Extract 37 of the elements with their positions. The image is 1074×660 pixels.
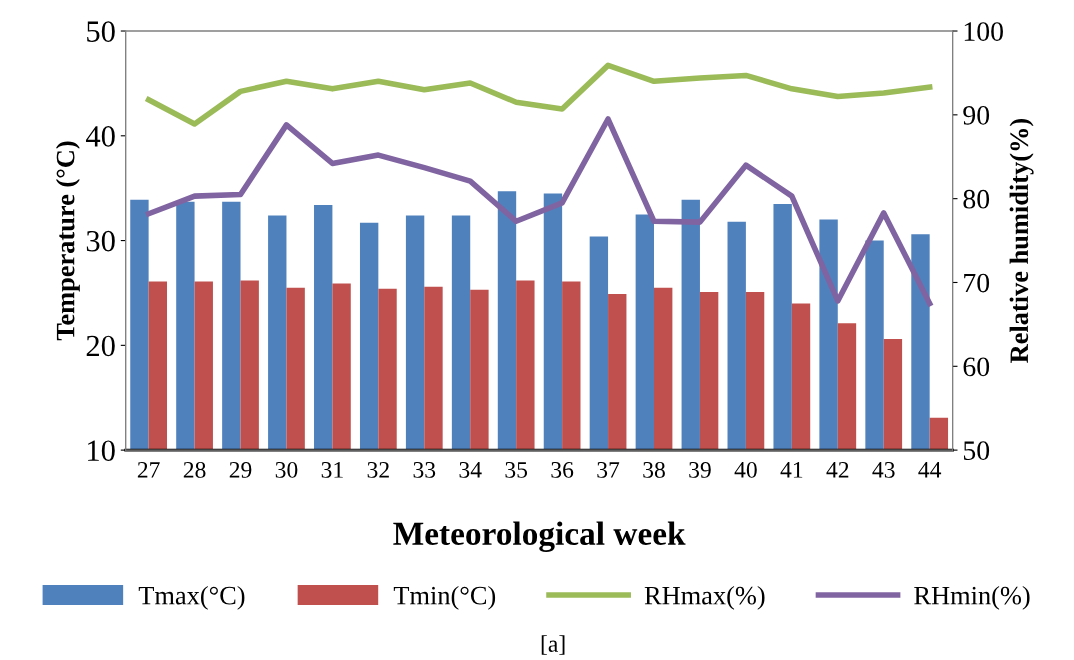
x-tick-label: 44 <box>918 462 942 478</box>
x-tick-label: 37 <box>597 461 620 478</box>
x-tick-label: 32 <box>367 461 389 478</box>
y-axis-title: Temperature (°C) <box>55 141 80 341</box>
x-tick-label: 39 <box>689 461 711 478</box>
x-tick-label: 30 <box>275 461 298 478</box>
x-tick-label: 28 <box>183 461 206 478</box>
y-tick-label: 10 <box>88 440 115 462</box>
y-tick-label: 30 <box>86 230 115 252</box>
x-axis-title: Meteorological week <box>393 521 686 553</box>
x-tick-label: 27 <box>137 461 160 478</box>
x-tick-label: 40 <box>734 461 757 478</box>
y-tick-label: 40 <box>85 126 115 147</box>
legend-label: Tmin(°C) <box>393 585 496 610</box>
text: [a] <box>541 635 565 655</box>
x-tick-label: 42 <box>826 461 849 478</box>
y2-tick-label: 60 <box>963 357 990 377</box>
y-tick-label: 50 <box>87 21 115 42</box>
legend-label: RHmin(%) <box>914 585 1030 610</box>
x-tick-label: 41 <box>780 462 803 478</box>
y-tick-label: 20 <box>86 335 115 357</box>
y2-axis-title: Relative humidity(%) <box>1009 118 1034 363</box>
x-tick-label: 38 <box>643 461 665 478</box>
y2-tick-label: 50 <box>963 441 990 461</box>
y2-tick-label: 100 <box>964 22 1003 41</box>
y2-tick-label: 90 <box>963 106 990 125</box>
y2-tick-label: 70 <box>964 273 990 293</box>
x-tick-label: 36 <box>551 461 574 478</box>
x-tick-label: 43 <box>872 461 895 478</box>
x-tick-label: 33 <box>413 461 436 478</box>
legend-label: Tmax(°C) <box>138 585 245 610</box>
x-tick-label: 31 <box>321 461 343 478</box>
x-tick-label: 34 <box>459 461 482 478</box>
y2-tick-label: 80 <box>963 189 990 209</box>
x-tick-label: 29 <box>229 461 252 478</box>
legend-label: RHmax(%) <box>644 585 765 610</box>
x-tick-label: 35 <box>505 461 528 478</box>
